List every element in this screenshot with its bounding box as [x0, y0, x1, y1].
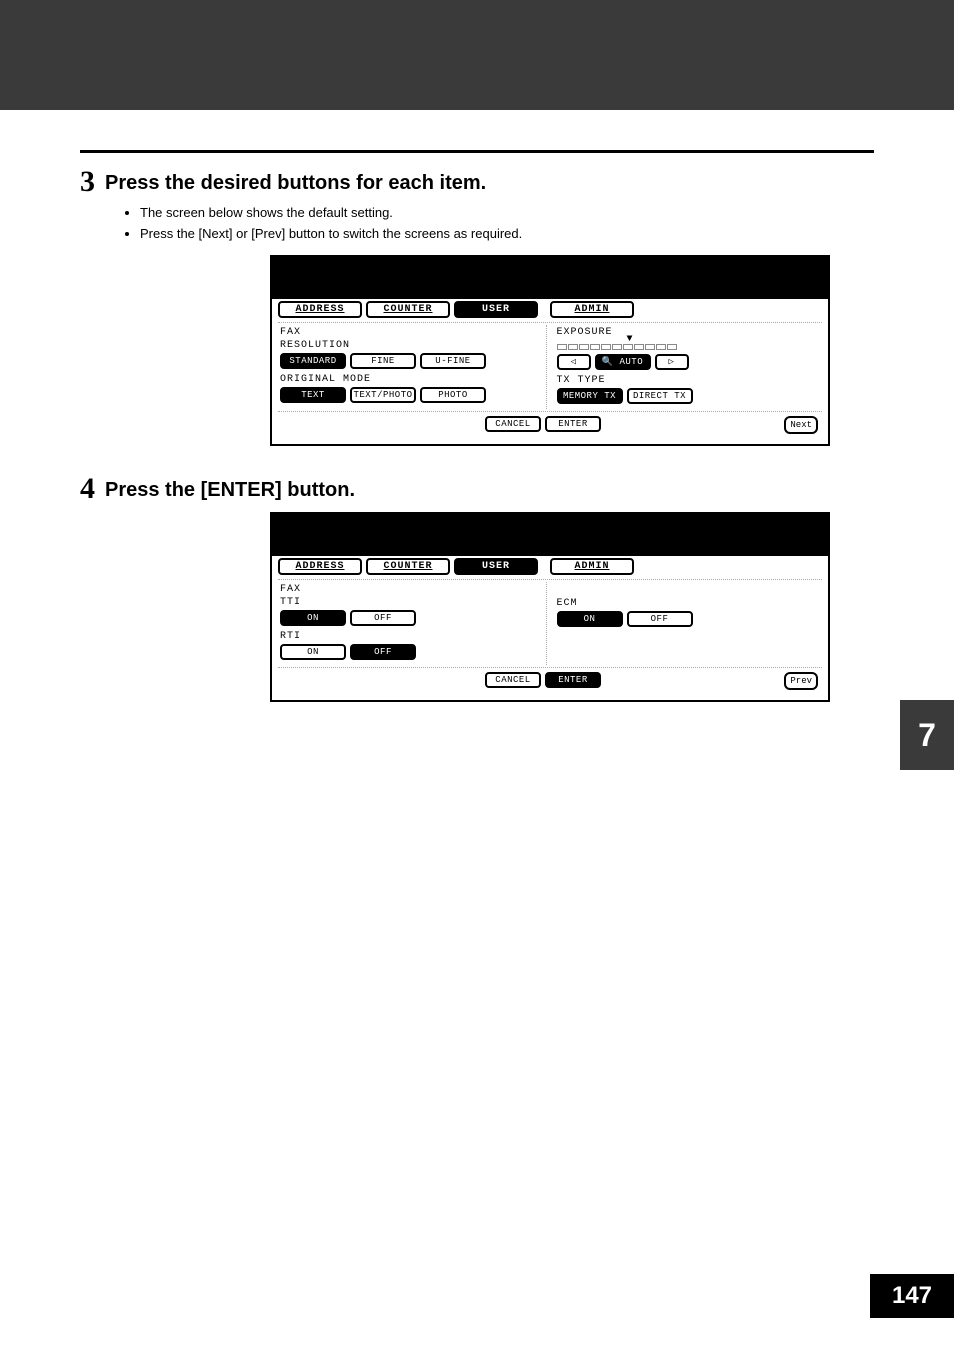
fax-label: FAX [280, 327, 544, 338]
rti-label: RTI [280, 631, 544, 642]
step-3-bullets: The screen below shows the default setti… [126, 203, 874, 245]
tab-row: ADDRESS COUNTER USER ADMIN [278, 558, 822, 575]
tti-off-button[interactable]: OFF [350, 610, 416, 626]
txtype-label: TX TYPE [557, 375, 821, 386]
fax-label: FAX [280, 584, 544, 595]
step-number: 3 [80, 167, 95, 197]
column-left: FAX RESOLUTION STANDARD FINE U-FINE ORIG… [278, 325, 547, 409]
column-right: ECM ON OFF [555, 582, 823, 665]
tab-user[interactable]: USER [454, 301, 538, 318]
screen-body: ADDRESS COUNTER USER ADMIN FAX RESOLUTIO… [270, 297, 830, 446]
orig-textphoto-button[interactable]: TEXT/PHOTO [350, 387, 416, 403]
ecm-on-button[interactable]: ON [557, 611, 623, 627]
original-mode-label: ORIGINAL MODE [280, 374, 544, 385]
tab-counter[interactable]: COUNTER [366, 558, 450, 575]
exposure-right-button[interactable]: ▷ [655, 354, 689, 370]
rti-row: ON OFF [280, 644, 544, 660]
tti-label: TTI [280, 597, 544, 608]
cancel-button[interactable]: CANCEL [485, 672, 541, 688]
screen-footer: CANCEL ENTER Prev [278, 668, 822, 694]
tab-admin[interactable]: ADMIN [550, 558, 634, 575]
orig-photo-button[interactable]: PHOTO [420, 387, 486, 403]
column-right: EXPOSURE ▼ ◁ 🔍 AUTO ▷ TX TYPE MEMORY TX [555, 325, 823, 409]
screen-header-black [270, 255, 830, 297]
exposure-row: ◁ 🔍 AUTO ▷ [557, 354, 821, 370]
ecm-off-button[interactable]: OFF [627, 611, 693, 627]
header-dark-band [0, 0, 954, 110]
res-fine-button[interactable]: FINE [350, 353, 416, 369]
exposure-left-button[interactable]: ◁ [557, 354, 591, 370]
tab-address[interactable]: ADDRESS [278, 558, 362, 575]
tab-user[interactable]: USER [454, 558, 538, 575]
screen-header-black [270, 512, 830, 554]
enter-button[interactable]: ENTER [545, 416, 601, 432]
cancel-button[interactable]: CANCEL [485, 416, 541, 432]
original-mode-row: TEXT TEXT/PHOTO PHOTO [280, 387, 544, 403]
tti-on-button[interactable]: ON [280, 610, 346, 626]
screen-body: ADDRESS COUNTER USER ADMIN FAX TTI ON OF… [270, 554, 830, 702]
tab-admin[interactable]: ADMIN [550, 301, 634, 318]
ecm-row: ON OFF [557, 611, 821, 627]
chapter-tab: 7 [900, 700, 954, 770]
rti-off-button[interactable]: OFF [350, 644, 416, 660]
step-4: 4 Press the [ENTER] button. [80, 474, 874, 504]
tab-counter[interactable]: COUNTER [366, 301, 450, 318]
tab-row: ADDRESS COUNTER USER ADMIN [278, 301, 822, 318]
enter-button[interactable]: ENTER [545, 672, 601, 688]
res-standard-button[interactable]: STANDARD [280, 353, 346, 369]
next-button[interactable]: Next [784, 416, 818, 434]
column-left: FAX TTI ON OFF RTI ON OFF [278, 582, 547, 665]
step-3: 3 Press the desired buttons for each ite… [80, 167, 874, 197]
resolution-label: RESOLUTION [280, 340, 544, 351]
ecm-label: ECM [557, 598, 821, 609]
exposure-label: EXPOSURE [557, 327, 821, 338]
step-number: 4 [80, 474, 95, 504]
res-ufine-button[interactable]: U-FINE [420, 353, 486, 369]
divider-top [80, 150, 874, 153]
screen-footer: CANCEL ENTER Next [278, 412, 822, 438]
bullet: The screen below shows the default setti… [140, 203, 874, 224]
tti-row: ON OFF [280, 610, 544, 626]
orig-text-button[interactable]: TEXT [280, 387, 346, 403]
txtype-row: MEMORY TX DIRECT TX [557, 388, 821, 404]
step-title: Press the [ENTER] button. [105, 474, 355, 502]
page-content: 3 Press the desired buttons for each ite… [0, 110, 954, 702]
bullet: Press the [Next] or [Prev] button to swi… [140, 224, 874, 245]
tx-direct-button[interactable]: DIRECT TX [627, 388, 693, 404]
step-title: Press the desired buttons for each item. [105, 167, 486, 195]
tab-address[interactable]: ADDRESS [278, 301, 362, 318]
resolution-row: STANDARD FINE U-FINE [280, 353, 544, 369]
prev-button[interactable]: Prev [784, 672, 818, 690]
exposure-bar: ▼ [557, 340, 821, 350]
screenshot-1: ADDRESS COUNTER USER ADMIN FAX RESOLUTIO… [270, 255, 830, 446]
page-number: 147 [870, 1274, 954, 1318]
rti-on-button[interactable]: ON [280, 644, 346, 660]
exposure-auto-button[interactable]: 🔍 AUTO [595, 354, 651, 370]
exposure-marker-icon: ▼ [627, 334, 633, 345]
tx-memory-button[interactable]: MEMORY TX [557, 388, 623, 404]
settings-columns: FAX RESOLUTION STANDARD FINE U-FINE ORIG… [278, 322, 822, 412]
settings-columns: FAX TTI ON OFF RTI ON OFF ECM [278, 579, 822, 668]
screenshot-2: ADDRESS COUNTER USER ADMIN FAX TTI ON OF… [270, 512, 830, 702]
